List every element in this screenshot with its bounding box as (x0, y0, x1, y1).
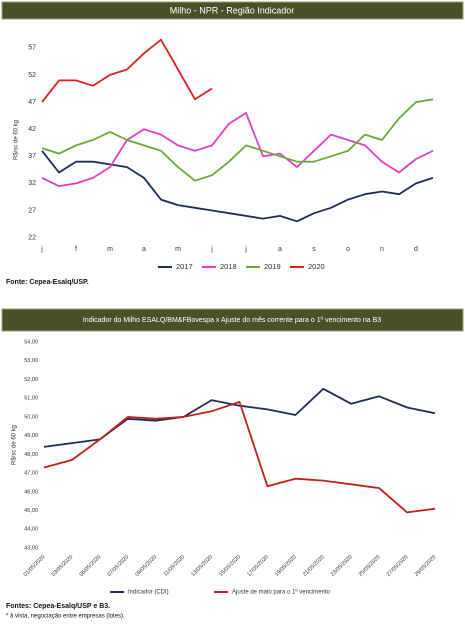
series-line (41, 150, 434, 223)
series-line (41, 112, 434, 187)
x-tick-label: 29/05/2020 (414, 554, 438, 578)
y-tick-label: 50,00 (24, 414, 38, 420)
y-tick-label: 27 (28, 207, 36, 214)
header-bar (1, 308, 464, 332)
y-tick-label: 52,00 (24, 377, 38, 383)
x-tick-label: o (346, 246, 350, 253)
y-tick-label: 51,00 (24, 396, 38, 402)
x-tick-label: m (175, 246, 181, 253)
x-tick-label: 21/05/2020 (302, 554, 326, 578)
y-tick-label: 57 (28, 45, 36, 52)
y-tick-label: 44,00 (24, 527, 38, 533)
y-tick-label: 54,00 (24, 339, 38, 345)
x-tick-label: d (414, 246, 418, 253)
source: Fonte: Cepea-Esalq/USP. (6, 279, 89, 286)
x-tick-label: 15/05/2020 (218, 554, 242, 578)
y-tick-label: 32 (28, 180, 36, 187)
x-tick-label: j (244, 246, 247, 253)
x-tick-label: 27/05/2020 (386, 554, 410, 578)
legend-label: 2018 (220, 262, 237, 271)
x-tick-label: 13/05/2020 (190, 554, 214, 578)
x-tick-label: m (107, 246, 113, 253)
chart-title: Milho - NPR - Região Indicador (170, 5, 295, 15)
x-tick-label: 01/05/2020 (23, 554, 47, 578)
x-tick-label: 25/05/2020 (358, 554, 382, 578)
x-tick-label: s (312, 246, 316, 253)
x-tick-label: 07/05/2020 (107, 554, 131, 578)
legend-label: Indicador (CDI) (128, 590, 169, 596)
y-tick-label: 46,00 (24, 489, 38, 495)
legend-label: Ajuste de maio para o 1º vencimento (232, 589, 331, 596)
y-axis-label: R$/sc de 60 kg (14, 120, 20, 160)
y-tick-label: 22 (28, 234, 36, 241)
series-line (43, 401, 436, 514)
source: Fontes: Cepea-Esalq/USP e B3. (6, 603, 110, 610)
x-tick-label: 19/05/2020 (274, 554, 298, 578)
y-tick-label: 52 (28, 72, 36, 79)
x-tick-label: a (142, 246, 146, 253)
x-tick-label: f (75, 246, 77, 253)
x-tick-label: 17/05/2020 (246, 554, 270, 578)
legend-label: 2017 (176, 262, 193, 271)
y-tick-label: 53,00 (24, 358, 38, 364)
x-tick-label: 03/05/2020 (51, 554, 75, 578)
chart-title: Indicador do Milho ESALQ/BM&FBovespa x A… (83, 317, 381, 324)
note: * à vista, negociação entre empresas (lo… (6, 614, 125, 620)
y-tick-label: 37 (28, 153, 36, 160)
series-line (41, 98, 434, 182)
y-tick-label: 43,00 (24, 545, 38, 551)
x-tick-label: a (278, 246, 282, 253)
x-tick-label: 23/05/2020 (330, 554, 354, 578)
legend-label: 2020 (308, 262, 325, 271)
y-tick-label: 47 (28, 99, 36, 106)
y-axis-label: R$/sc de 60 kg (12, 425, 18, 465)
header-bar (1, 1, 464, 20)
y-tick-label: 47,00 (24, 471, 38, 477)
series-line (41, 38, 213, 103)
y-tick-label: 49,00 (24, 433, 38, 439)
y-tick-label: 42 (28, 126, 36, 133)
x-tick-label: j (40, 246, 43, 253)
y-tick-label: 45,00 (24, 508, 38, 514)
legend-label: 2019 (264, 262, 281, 271)
y-tick-label: 48,00 (24, 452, 38, 458)
x-tick-label: n (380, 246, 384, 253)
x-tick-label: 11/05/2020 (163, 554, 186, 577)
x-tick-label: 05/05/2020 (79, 554, 103, 578)
x-tick-label: j (210, 246, 213, 253)
x-tick-label: 09/05/2020 (134, 554, 158, 578)
